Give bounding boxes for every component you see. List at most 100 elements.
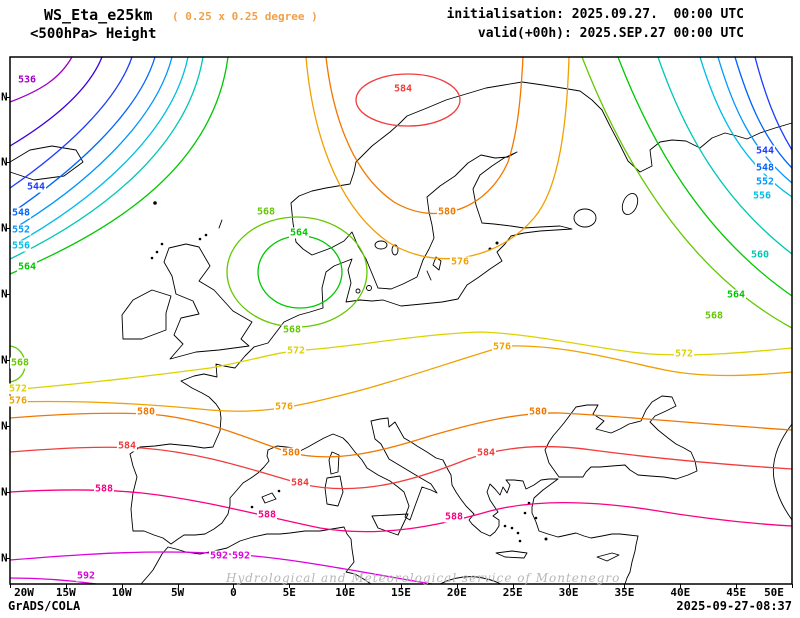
- lon-axis-label: 15W: [55, 586, 76, 599]
- level-variable-label: <500hPa> Height: [30, 26, 157, 42]
- generation-timestamp: 2025-09-27-08:37: [676, 599, 792, 613]
- contour-label-584: 584: [116, 440, 138, 452]
- lat-axis-tick: [6, 557, 10, 559]
- lon-axis-label: 45E: [726, 586, 747, 599]
- coastline-black-sea: [544, 395, 698, 480]
- contour-label-580: 580: [436, 206, 458, 218]
- lon-axis-tick: [177, 584, 179, 588]
- lon-axis-tick: [400, 584, 402, 588]
- lon-axis-tick: [568, 584, 570, 588]
- lon-axis-tick: [456, 584, 458, 588]
- coastline-great-britain: [163, 243, 253, 360]
- lat-axis-label: N: [1, 90, 8, 103]
- lake-ladoga: [573, 208, 597, 228]
- island-dot: [204, 233, 208, 237]
- initialisation-time-label: initialisation: 2025.09.27. 00:00 UTC: [446, 7, 744, 22]
- lon-axis-tick: [121, 584, 123, 588]
- contour-line-564-cutoff-low: [257, 235, 343, 309]
- contour-label-544: 544: [754, 145, 776, 157]
- island-dot: [155, 250, 159, 254]
- lon-axis-label: 15E: [391, 586, 411, 599]
- coastline-cyprus: [596, 552, 620, 562]
- lat-axis-label: N: [1, 551, 8, 565]
- lat-axis-tick: [6, 360, 10, 362]
- contour-label-548: 548: [10, 207, 32, 219]
- island-dot: [160, 242, 164, 246]
- contour-line-572-zonal: [9, 331, 793, 391]
- lon-axis-label: 20E: [446, 586, 467, 599]
- contour-label-564: 564: [288, 227, 310, 239]
- contour-label-568: 568: [703, 310, 725, 322]
- lon-axis-label: 30E: [558, 586, 579, 599]
- lat-axis-tick: [6, 228, 10, 230]
- contour-label-564: 564: [16, 261, 38, 273]
- grads-credit-label: GrADS/COLA: [8, 599, 81, 613]
- lon-axis-tick: [512, 584, 514, 588]
- lon-axis-label: 10W: [111, 586, 132, 599]
- island-dot: [198, 237, 202, 241]
- contour-label-588: 588: [93, 483, 115, 495]
- contour-line-584-scandinavian-high: [355, 73, 461, 127]
- island-zealand: [366, 285, 372, 291]
- coastline-layer: [9, 81, 793, 585]
- island-dot: [534, 516, 538, 520]
- lon-axis-label: 5W: [170, 586, 185, 599]
- contour-label-572: 572: [673, 348, 695, 360]
- lon-axis-label: 5E: [282, 586, 296, 599]
- contour-line-556-nw: [9, 56, 189, 248]
- island-dot: [544, 537, 548, 541]
- contour-line-552-nw: [9, 56, 173, 232]
- lon-axis-tick: [345, 584, 347, 588]
- lat-axis-tick: [6, 162, 10, 164]
- contour-line-568-ne: [581, 56, 793, 329]
- contour-line-564-nw: [9, 56, 229, 275]
- contour-label-568: 568: [255, 206, 277, 218]
- coastline-iceland: [9, 145, 84, 181]
- island-dot: [250, 505, 254, 509]
- contour-line-588-zonal: [9, 489, 793, 533]
- contour-line-540-nw: [9, 56, 103, 147]
- contour-label-568: 568: [281, 324, 303, 336]
- coastline-caspian: [772, 423, 793, 521]
- contour-label-552: 552: [10, 224, 32, 236]
- contour-line-536-nw: [9, 56, 73, 103]
- contour-label-572: 572: [285, 345, 307, 357]
- contour-label-584: 584: [475, 447, 497, 459]
- contour-label-548: 548: [754, 162, 776, 174]
- contour-label-588: 588: [443, 511, 465, 523]
- lake-onega: [621, 193, 639, 215]
- contour-line-560-ne: [657, 56, 793, 255]
- lon-axis-tick: [10, 584, 11, 588]
- contour-label-580: 580: [280, 447, 302, 459]
- lat-axis-tick: [6, 294, 10, 296]
- contour-label-584: 584: [289, 477, 311, 489]
- contour-line-556-ne: [699, 56, 793, 198]
- contour-label-576: 576: [449, 256, 471, 268]
- lon-axis-tick: [736, 584, 738, 588]
- contour-label-556: 556: [10, 240, 32, 252]
- lon-axis-label: 35E: [614, 586, 635, 599]
- contour-label-576: 576: [491, 341, 513, 353]
- contour-label-564: 564: [725, 289, 747, 301]
- contour-label-588: 588: [256, 509, 278, 521]
- lon-axis-label: 25E: [502, 586, 523, 599]
- contour-line-576-zonal: [9, 345, 793, 412]
- contour-label-572: 572: [7, 383, 29, 395]
- lon-axis-label: 10E: [335, 586, 356, 599]
- coastline-oland: [426, 270, 432, 281]
- island-dot: [510, 526, 514, 530]
- contour-line-584-zonal: [9, 445, 793, 490]
- contour-label-536: 536: [16, 74, 38, 86]
- contour-line-592-southwest: [9, 577, 97, 585]
- lat-axis-tick: [6, 425, 10, 427]
- contour-line-544-ne: [754, 56, 793, 151]
- contour-label-580: 580: [527, 406, 549, 418]
- lon-axis-label: 0: [230, 586, 237, 599]
- island-dot: [150, 256, 154, 260]
- lon-axis-tick: [791, 584, 793, 588]
- lat-axis-label: N: [1, 419, 8, 433]
- lon-axis-label: 40E: [670, 586, 691, 599]
